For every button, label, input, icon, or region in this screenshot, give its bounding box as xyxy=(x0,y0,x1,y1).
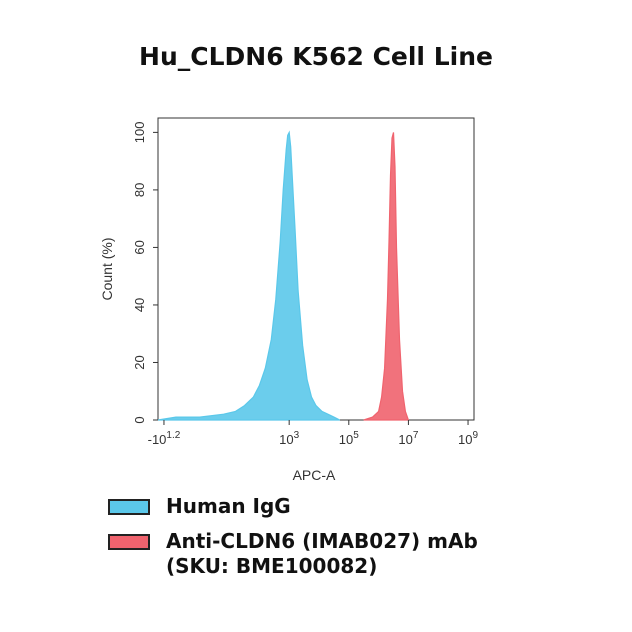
legend-item-anti-cldn6: Anti-CLDN6 (IMAB027) mAb (SKU: BME100082… xyxy=(108,529,486,579)
series-layer xyxy=(157,130,410,421)
y-tick-label: 20 xyxy=(132,355,147,369)
x-tick-layer: -101.2 103 105 107 109 xyxy=(148,420,478,447)
histogram-series-0 xyxy=(157,130,341,421)
legend-label-human-igg: Human IgG xyxy=(166,494,291,518)
legend: Human IgG Anti-CLDN6 (IMAB027) mAb (SKU:… xyxy=(108,494,486,589)
x-tick-label: 105 xyxy=(339,430,359,447)
y-tick-layer: 0 20 40 60 80 100 xyxy=(132,122,158,424)
chart-title: Hu_CLDN6 K562 Cell Line xyxy=(139,42,493,71)
x-tick-label: 109 xyxy=(458,430,478,447)
histogram-series-1 xyxy=(363,132,410,421)
y-tick-label: 0 xyxy=(132,416,147,423)
legend-swatch-anti-cldn6 xyxy=(108,534,150,550)
legend-swatch-human-igg xyxy=(108,499,150,515)
x-tick-label: 103 xyxy=(279,430,299,447)
y-tick-label: 80 xyxy=(132,183,147,197)
y-tick-label: 60 xyxy=(132,240,147,254)
x-tick-label: 107 xyxy=(398,430,418,447)
y-tick-label: 100 xyxy=(132,122,147,144)
legend-label-anti-cldn6: Anti-CLDN6 (IMAB027) mAb (SKU: BME100082… xyxy=(166,529,478,578)
x-tick-label: -101.2 xyxy=(148,430,181,447)
y-tick-label: 40 xyxy=(132,298,147,312)
legend-item-human-igg: Human IgG xyxy=(108,494,486,519)
x-axis-label: APC-A xyxy=(293,467,336,483)
y-axis-label: Count (%) xyxy=(99,237,115,300)
plot-area-frame xyxy=(157,117,475,421)
